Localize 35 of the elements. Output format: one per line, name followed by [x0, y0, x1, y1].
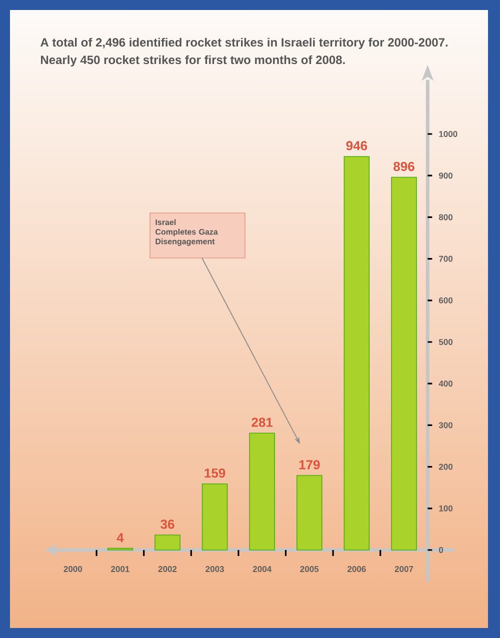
y-tick-label: 800	[438, 214, 452, 220]
x-tick-label: 2006	[348, 566, 366, 572]
x-tick-label: 2005	[300, 566, 319, 572]
x-tick-label: 2000	[64, 566, 82, 572]
x-tick-label: 2001	[111, 566, 130, 572]
data-label: 159	[204, 468, 226, 478]
x-tick-label: 2007	[394, 566, 414, 572]
y-tick-label: 1000	[439, 131, 458, 138]
x-tick-label: 2004	[252, 566, 272, 572]
bar	[344, 156, 370, 550]
data-label: 281	[252, 418, 273, 427]
bar	[154, 534, 180, 550]
y-tick-label: 500	[438, 338, 452, 346]
chart-title: A total of 2,496 identified rocket strikes in Israeli territory for 2000-2007.	[40, 38, 448, 49]
y-tick-label: 300	[438, 422, 452, 428]
data-label: 36	[160, 520, 174, 529]
y-tick-label: 900	[438, 172, 452, 179]
bar	[296, 475, 322, 550]
bar	[391, 176, 417, 550]
x-tick-label: 2002	[158, 566, 177, 572]
bar	[249, 432, 275, 550]
y-tick-label: 400	[438, 380, 452, 387]
bar	[202, 483, 228, 550]
data-label: 896	[394, 162, 414, 172]
y-tick-label: 700	[439, 256, 452, 262]
chart-subtitle: Nearly 450 rocket strikes for first two months of 2008.	[41, 55, 345, 66]
y-tick-label: 100	[439, 505, 452, 512]
annotation: Israel Completes Gaza Disengagement	[156, 219, 218, 246]
y-tick-label: 0	[439, 546, 444, 553]
y-tick-label: 200	[438, 464, 452, 470]
data-label: 179	[299, 460, 320, 470]
data-label: 4	[116, 533, 124, 542]
x-tick-label: 2003	[206, 566, 224, 572]
data-label: 946	[346, 141, 368, 150]
y-tick-label: 600	[438, 297, 452, 304]
